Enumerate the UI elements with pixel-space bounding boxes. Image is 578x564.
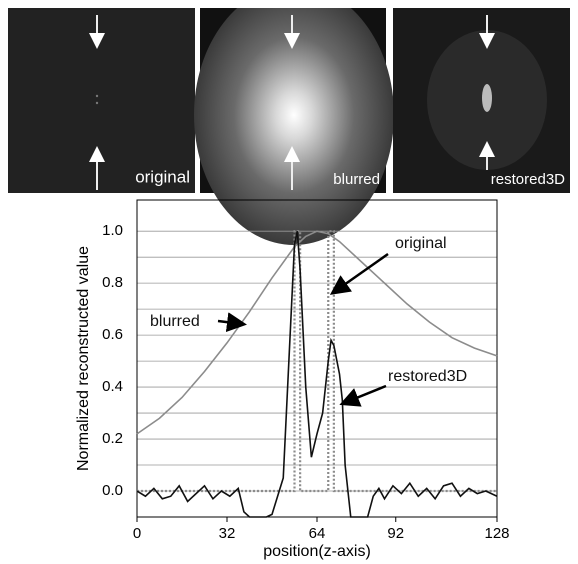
panel-blurred: blurred [194,0,394,245]
plot-frame [136,199,498,518]
annotation-arrow [339,384,387,407]
x-tick-label: 92 [387,525,404,542]
x-axis-label: position(z-axis) [263,543,371,560]
line-series [137,230,497,493]
y-axis-label: Normalized reconstructed value [75,246,92,471]
annotation-arrow [329,252,389,295]
line-series [136,230,498,435]
x-tick-label: 0 [133,525,141,542]
y-tick-label: 0.4 [102,378,123,395]
panel-label: original [135,167,190,186]
x-tick-label: 64 [309,525,326,542]
annotation: blurred [150,313,200,330]
x-tick-label: 32 [219,525,236,542]
panel-original: original [8,8,195,193]
chart: 0.0 0.2 0.4 0.6 0.8 1.0 0 32 64 92 128 position(z-a… [75,199,510,560]
y-tick-label: 0.6 [102,326,123,343]
panel-restored: restored3D [393,8,570,193]
x-tick-label: 128 [484,525,509,542]
annotation: restored3D [388,368,467,385]
line-series [136,231,498,518]
y-tick-label: 0.0 [102,482,123,499]
panel-label: blurred [333,171,380,188]
annotation-arrow [217,312,247,333]
y-tick-label: 1.0 [102,222,123,239]
annotation: original [395,235,447,252]
y-tick-label: 0.2 [102,430,123,447]
y-tick-label: 0.8 [102,274,123,291]
panel-label: restored3D [491,171,565,188]
